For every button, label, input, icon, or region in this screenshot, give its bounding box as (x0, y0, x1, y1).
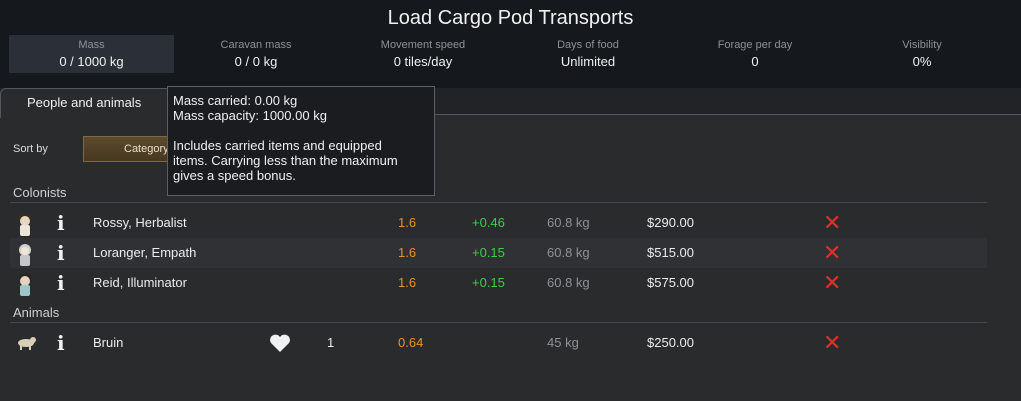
tooltip-spacer (173, 123, 429, 138)
table-row[interactable]: i Reid, Illuminator 1.6 +0.15 60.8 kg $5… (10, 268, 987, 298)
stat-forage-per-day[interactable]: Forage per day 0 (675, 35, 835, 73)
tooltip-description-line: items. Carrying less than the maximum (173, 153, 398, 168)
stat-movement-speed[interactable]: Movement speed 0 tiles/day (343, 35, 503, 73)
colonist-value: $290.00 (647, 215, 694, 230)
tooltip-mass-carried: Mass carried: 0.00 kg (173, 93, 298, 108)
info-icon[interactable]: i (57, 331, 65, 355)
bond-heart-icon (269, 333, 291, 353)
tab-people-and-animals[interactable]: People and animals (0, 88, 178, 118)
stat-movement-speed-value: 0 tiles/day (393, 54, 453, 69)
colonist-value: $575.00 (647, 275, 694, 290)
animal-value: $250.00 (647, 335, 694, 350)
stat-visibility-label: Visibility (902, 39, 942, 51)
stat-movement-speed-label: Movement speed (380, 39, 466, 51)
stat-mass-label: Mass (78, 39, 105, 51)
section-colonists: Colonists (13, 185, 67, 200)
mass-tooltip: Mass carried: 0.00 kg Mass capacity: 100… (167, 86, 435, 196)
colonist-speed-bonus: +0.15 (472, 275, 505, 290)
colonist-mass: 60.8 kg (547, 215, 590, 230)
stat-mass-value: 0 / 1000 kg (59, 54, 124, 69)
header-bar: Load Cargo Pod Transports Mass 0 / 1000 … (0, 0, 1021, 88)
animal-portrait-icon (15, 336, 36, 356)
info-icon[interactable]: i (57, 241, 65, 265)
colonist-name: Rossy, Herbalist (93, 215, 187, 230)
info-icon[interactable]: i (57, 271, 65, 295)
stat-caravan-mass-value: 0 / 0 kg (234, 54, 278, 69)
stat-forage-per-day-label: Forage per day (717, 39, 793, 51)
colonist-speed: 1.6 (398, 215, 417, 230)
remove-icon[interactable]: ✕ (823, 330, 842, 355)
remove-icon[interactable]: ✕ (823, 240, 842, 265)
animal-mass: 45 kg (547, 335, 579, 350)
colonist-speed-bonus: +0.15 (472, 245, 505, 260)
stat-mass[interactable]: Mass 0 / 1000 kg (9, 35, 174, 73)
sort-by-label: Sort by (13, 143, 48, 155)
animal-count: 1 (327, 335, 335, 350)
table-row[interactable]: i Rossy, Herbalist 1.6 +0.46 60.8 kg $29… (10, 208, 987, 238)
section-divider (10, 322, 987, 323)
dialog-title: Load Cargo Pod Transports (387, 7, 634, 29)
colonist-speed-bonus: +0.46 (472, 215, 505, 230)
colonist-speed: 1.6 (398, 275, 417, 290)
stat-days-of-food[interactable]: Days of food Unlimited (508, 35, 668, 73)
colonist-portrait-icon (15, 244, 35, 266)
tooltip-mass-capacity: Mass capacity: 1000.00 kg (173, 108, 327, 123)
section-divider (10, 202, 987, 203)
remove-icon[interactable]: ✕ (823, 210, 842, 235)
info-icon[interactable]: i (57, 211, 65, 235)
colonist-mass: 60.8 kg (547, 275, 590, 290)
table-row[interactable]: i Bruin 1 0.64 45 kg $250.00 ✕ (10, 328, 987, 358)
colonist-speed: 1.6 (398, 245, 417, 260)
colonist-portrait-icon (15, 274, 35, 296)
stat-forage-per-day-value: 0 (751, 54, 759, 69)
colonist-name: Loranger, Empath (93, 245, 197, 260)
colonist-mass: 60.8 kg (547, 245, 590, 260)
stat-caravan-mass[interactable]: Caravan mass 0 / 0 kg (176, 35, 336, 73)
stat-days-of-food-label: Days of food (557, 39, 619, 51)
remove-icon[interactable]: ✕ (823, 270, 842, 295)
tooltip-description-line: gives a speed bonus. (173, 168, 296, 183)
stat-caravan-mass-label: Caravan mass (220, 39, 292, 51)
stat-visibility-value: 0% (912, 54, 932, 69)
tooltip-description-line: Includes carried items and equipped (173, 138, 382, 153)
colonist-value: $515.00 (647, 245, 694, 260)
colonist-name: Reid, Illuminator (93, 275, 187, 290)
section-animals: Animals (13, 305, 60, 320)
animal-speed: 0.64 (398, 335, 424, 350)
table-row[interactable]: i Loranger, Empath 1.6 +0.15 60.8 kg $51… (10, 238, 987, 268)
sort-category-button[interactable]: Category (83, 136, 183, 162)
colonist-portrait-icon (15, 214, 35, 236)
stat-visibility[interactable]: Visibility 0% (842, 35, 1002, 73)
stat-days-of-food-value: Unlimited (560, 54, 616, 69)
animal-name: Bruin (93, 335, 124, 350)
